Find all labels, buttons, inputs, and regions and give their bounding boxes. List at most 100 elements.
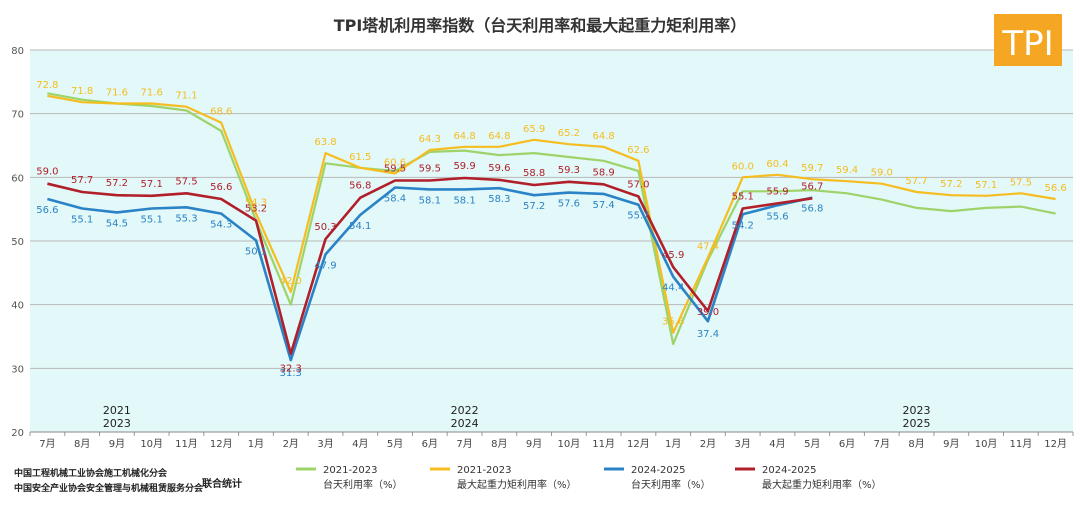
data-label: 54.5: [106, 218, 128, 229]
data-label: 57.6: [558, 199, 580, 210]
x-tick-label: 12月: [627, 438, 650, 450]
data-label: 50.1: [245, 246, 267, 257]
data-label: 58.1: [419, 195, 441, 206]
legend-label: 最大起重力矩利用率（%）: [762, 478, 882, 491]
data-label: 58.1: [453, 195, 475, 206]
legend-label: 最大起重力矩利用率（%）: [457, 478, 577, 491]
data-label: 71.1: [175, 91, 197, 102]
data-label: 59.3: [558, 165, 580, 176]
data-label: 55.9: [766, 186, 788, 197]
legend-label: 2024-2025: [762, 465, 817, 476]
data-label: 57.5: [1010, 177, 1032, 188]
data-label: 56.7: [801, 181, 823, 192]
x-tick-label: 2月: [700, 438, 716, 450]
data-label: 57.5: [175, 176, 197, 187]
legend-label: 台天利用率（%）: [631, 478, 711, 491]
legend-label: 2021-2023: [323, 465, 378, 476]
x-tick-label: 3月: [735, 438, 751, 450]
data-label: 57.0: [627, 179, 649, 190]
x-tick-label: 11月: [175, 438, 198, 450]
legend-label: 台天利用率（%）: [323, 478, 403, 491]
data-label: 64.8: [488, 131, 510, 142]
x-tick-label: 10月: [975, 438, 998, 450]
year-label: 2024: [451, 417, 479, 430]
data-label: 47.4: [697, 242, 719, 253]
x-tick-label: 6月: [422, 438, 438, 450]
x-tick-label: 8月: [908, 438, 924, 450]
data-label: 32.3: [280, 364, 302, 375]
legend-label: 2024-2025: [631, 465, 686, 476]
x-tick-label: 10月: [558, 438, 581, 450]
x-tick-label: 10月: [140, 438, 163, 450]
data-label: 59.5: [419, 164, 441, 175]
x-tick-label: 3月: [317, 438, 333, 450]
data-label: 31.3: [280, 368, 302, 379]
x-tick-label: 4月: [352, 438, 368, 450]
x-tick-label: 6月: [839, 438, 855, 450]
data-label: 45.9: [662, 250, 684, 261]
data-label: 71.6: [106, 87, 128, 98]
data-label: 57.2: [940, 179, 962, 190]
series-line-2: [47, 94, 1056, 334]
logo-text: TPI: [1001, 24, 1053, 64]
data-label: 64.8: [453, 131, 475, 142]
data-label: 54.3: [210, 220, 232, 231]
footer-stat-label: 联合统计: [202, 479, 242, 490]
data-label: 59.5: [384, 164, 406, 175]
data-label: 71.8: [71, 86, 93, 97]
data-label: 53.2: [245, 204, 267, 215]
series-line-1: [47, 92, 1056, 346]
data-label: 60.4: [766, 159, 788, 170]
x-tick-label: 2月: [283, 438, 299, 450]
data-label: 64.8: [593, 131, 615, 142]
data-label: 35.6: [662, 317, 684, 328]
legend-label: 2021-2023: [457, 465, 512, 476]
data-label: 72.8: [36, 80, 58, 91]
x-tick-label: 11月: [592, 438, 615, 450]
data-label: 55.7: [627, 211, 649, 222]
data-label: 57.2: [523, 201, 545, 212]
data-label: 57.7: [71, 175, 93, 186]
year-label: 2021: [103, 404, 131, 417]
x-tick-label: 7月: [39, 438, 55, 450]
y-tick-label: 60: [11, 173, 24, 184]
data-label: 68.6: [210, 107, 232, 118]
data-label: 55.1: [732, 192, 754, 203]
data-label: 59.0: [871, 168, 893, 179]
x-tick-label: 8月: [491, 438, 507, 450]
data-label: 58.8: [523, 168, 545, 179]
data-label: 58.9: [593, 167, 615, 178]
x-tick-label: 9月: [109, 438, 125, 450]
data-label: 60.0: [732, 161, 754, 172]
x-tick-label: 8月: [74, 438, 90, 450]
x-tick-label: 9月: [943, 438, 959, 450]
data-label: 57.1: [141, 179, 163, 190]
x-tick-label: 12月: [1044, 438, 1067, 450]
data-label: 65.9: [523, 124, 545, 135]
data-label: 55.1: [141, 215, 163, 226]
series-line-3: [47, 186, 813, 362]
data-label: 58.4: [384, 194, 406, 205]
data-label: 57.7: [905, 176, 927, 187]
footer-org-line1: 中国工程机械工业协会施工机械化分会: [14, 469, 168, 479]
data-label: 55.3: [175, 213, 197, 224]
tpi-logo: TPI: [994, 14, 1062, 66]
series-line-4: [47, 176, 813, 356]
data-label: 62.6: [627, 145, 649, 156]
y-tick-label: 40: [11, 301, 24, 312]
x-tick-label: 12月: [210, 438, 233, 450]
data-label: 56.6: [36, 205, 58, 216]
data-label: 47.9: [314, 260, 336, 271]
data-label: 44.4: [662, 283, 684, 294]
data-label: 58.3: [488, 194, 510, 205]
y-tick-label: 30: [11, 364, 24, 375]
data-label: 64.3: [419, 134, 441, 145]
data-label: 55.1: [71, 215, 93, 226]
data-label: 59.7: [801, 163, 823, 174]
data-label: 65.2: [558, 128, 580, 139]
x-tick-label: 7月: [456, 438, 472, 450]
x-tick-label: 5月: [804, 438, 820, 450]
footer-org-line2: 中国安全产业协会安全管理与机械租赁服务分会: [14, 484, 204, 494]
data-label: 59.0: [36, 167, 58, 178]
